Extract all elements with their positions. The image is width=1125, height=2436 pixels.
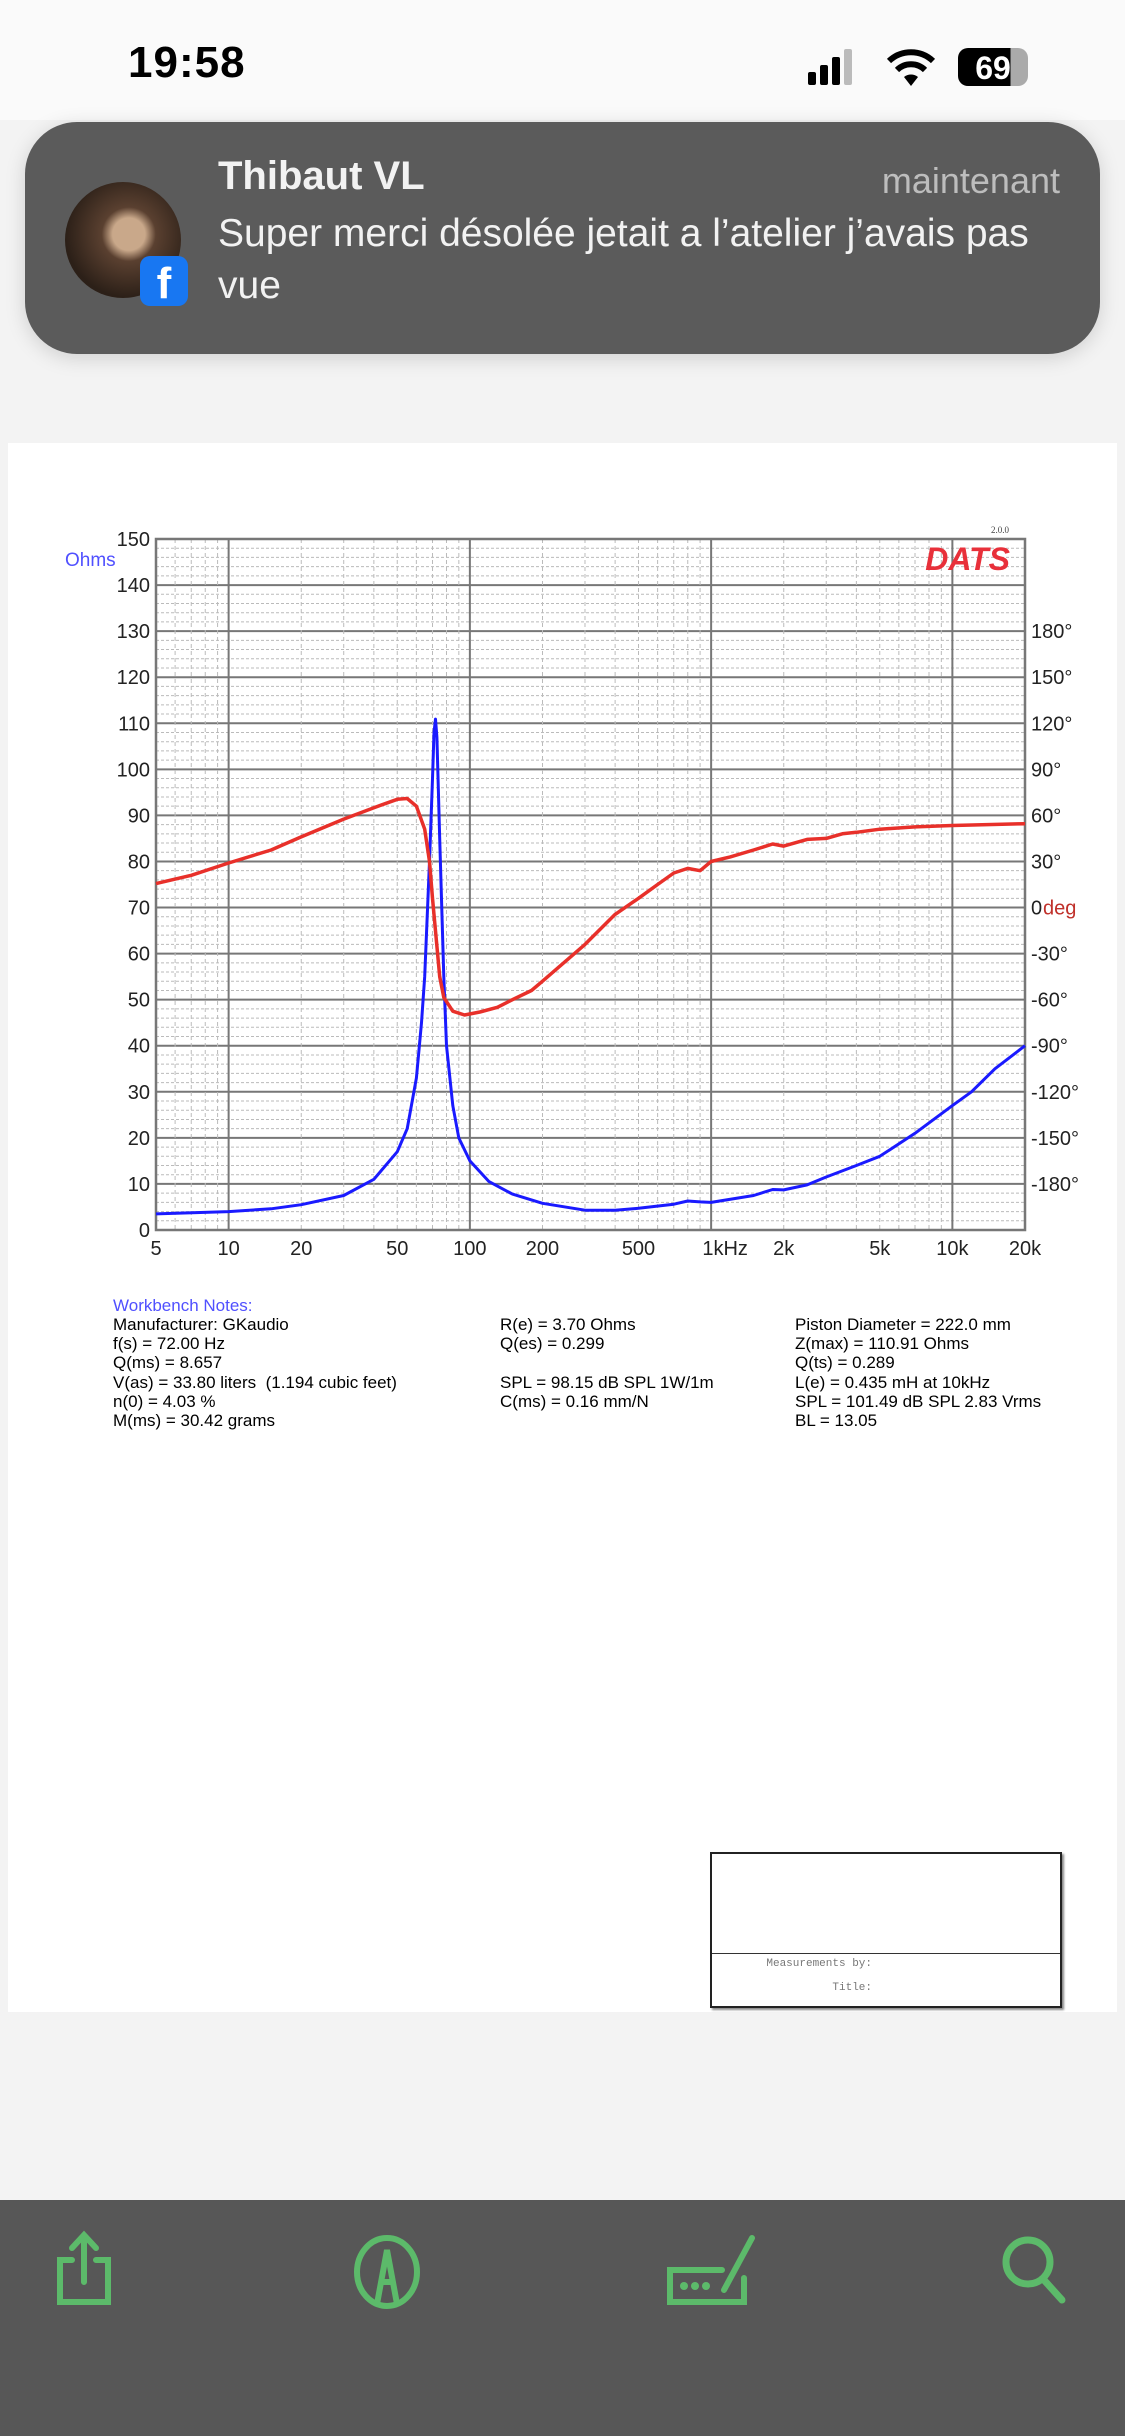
- signature-icon[interactable]: [662, 2230, 762, 2310]
- y-tick-label: 80: [128, 851, 150, 873]
- y-tick-label: 30: [128, 1082, 150, 1104]
- impedance-curve: [155, 717, 1026, 1216]
- x-tick-label: 50: [386, 1238, 408, 1260]
- x-tick-label: 20: [290, 1238, 312, 1260]
- y-tick-label: 10: [128, 1174, 150, 1196]
- y-tick-label: 130: [117, 621, 150, 643]
- y2-tick-label: 30°: [1031, 851, 1061, 873]
- note-line: R(e) = 3.70 Ohms: [500, 1315, 636, 1334]
- note-line: Q(es) = 0.299: [500, 1334, 605, 1354]
- title-block: Measurements by: Title:: [710, 1852, 1062, 2008]
- x-tick-label: 2k: [773, 1238, 795, 1260]
- note-line: SPL = 98.15 dB SPL 1W/1m: [500, 1372, 714, 1392]
- note-line: L(e) = 0.435 mH at 10kHz: [795, 1372, 991, 1392]
- markup-icon[interactable]: [352, 2230, 422, 2310]
- search-icon[interactable]: [1000, 2230, 1070, 2310]
- note-line: Q(ms) = 8.657: [113, 1353, 223, 1373]
- notes-column-2: R(e) = 3.70 Ohms Q(es) = 0.299 SPL = 98.1…: [500, 1315, 714, 1430]
- status-bar: 19:58 69: [0, 0, 1125, 120]
- x-tick-label: 5k: [869, 1238, 891, 1260]
- x-tick-label: 100: [453, 1238, 486, 1260]
- share-icon[interactable]: [50, 2230, 120, 2310]
- note-line: SPL = 101.49 dB SPL 2.83 Vrms: [795, 1391, 1042, 1411]
- status-time: 19:58: [128, 38, 246, 87]
- note-line: [500, 1411, 714, 1430]
- notification-sender: Thibaut VL: [218, 154, 425, 198]
- note-line: BL = 13.05: [795, 1411, 878, 1431]
- note-line: Q(ts) = 0.289: [795, 1353, 895, 1373]
- y2-tick-label: -60°: [1031, 990, 1068, 1012]
- version-label: 2.0.0: [991, 525, 1010, 535]
- note-line: Z(max) = 110.91 Ohms: [795, 1334, 969, 1354]
- x-tick-label: 200: [526, 1238, 559, 1260]
- y-tick-label: 110: [118, 713, 150, 735]
- y-tick-label: 20: [128, 1128, 150, 1150]
- y-tick-label: 70: [128, 898, 150, 920]
- y-tick-label: 150: [117, 529, 150, 551]
- notes-column-1: Manufacturer: GKaudio f(s) = 72.00 Hz Q(ms…: [113, 1315, 397, 1430]
- note-line: M(ms) = 30.42 grams: [113, 1411, 276, 1431]
- facebook-icon: f: [140, 256, 188, 308]
- y2-tick-label: -120°: [1031, 1082, 1079, 1104]
- y2-tick-label: -30°: [1031, 944, 1068, 966]
- notification-message: Super merci désolée jetait a l’atelier j…: [218, 212, 1029, 307]
- y2-tick-label: -180°: [1031, 1174, 1079, 1196]
- y-tick-label: 0: [139, 1220, 150, 1242]
- y2-tick-label: 0: [1031, 898, 1042, 920]
- wifi-icon: [886, 49, 936, 86]
- x-tick-label: 5: [150, 1238, 161, 1260]
- signal-icon: [808, 49, 852, 85]
- y2-tick-label: 90°: [1031, 759, 1061, 781]
- measurements-by-label: Measurements by:: [766, 1958, 872, 1970]
- y2-tick-label: 150°: [1031, 667, 1072, 689]
- title-block-divider: [712, 1953, 1060, 1954]
- battery-indicator: 69: [958, 48, 1028, 86]
- note-line: [500, 1353, 714, 1372]
- y-tick-label: 100: [117, 759, 150, 781]
- y-tick-label: 50: [128, 990, 150, 1012]
- note-line: Piston Diameter = 222.0 mm: [795, 1315, 1011, 1334]
- y2-tick-label: 180°: [1031, 621, 1072, 643]
- x-tick-label: 20k: [1009, 1238, 1042, 1260]
- x-tick-label: 10: [217, 1238, 239, 1260]
- title-label: Title:: [832, 1982, 872, 1994]
- y2-tick-label: -90°: [1031, 1036, 1068, 1058]
- y-axis-label: Ohms: [65, 550, 116, 571]
- y-tick-label: 40: [128, 1036, 150, 1058]
- note-line: V(as) = 33.80 liters (1.194 cubic feet): [113, 1372, 397, 1392]
- note-line: Manufacturer: GKaudio: [113, 1315, 289, 1334]
- x-tick-label: 1kHz: [702, 1238, 748, 1260]
- y-tick-label: 60: [128, 944, 150, 966]
- note-line: f(s) = 72.00 Hz: [113, 1334, 225, 1354]
- y2-tick-label: -150°: [1031, 1128, 1079, 1150]
- impedance-chart: 0102030405060708090100110120130140150180…: [65, 525, 1079, 1260]
- y2-tick-label: 120°: [1031, 713, 1072, 735]
- bottom-toolbar: [0, 2200, 1125, 2436]
- x-tick-label: 500: [622, 1238, 655, 1260]
- y-tick-label: 120: [117, 667, 150, 689]
- note-line: C(ms) = 0.16 mm/N: [500, 1391, 649, 1411]
- notes-heading: Workbench Notes:: [113, 1296, 253, 1315]
- plot-frame: [154, 537, 1027, 1232]
- x-tick-label: 10k: [936, 1238, 969, 1260]
- notification-time: maintenant: [881, 160, 1060, 201]
- dats-logo: DATS: [925, 541, 1010, 577]
- notes-column-3: Piston Diameter = 222.0 mm Z(max) = 110.9…: [795, 1315, 1041, 1430]
- y2-tick-label: 60°: [1031, 805, 1061, 827]
- note-line: n(0) = 4.03 %: [113, 1391, 216, 1411]
- y-tick-label: 140: [117, 575, 150, 597]
- phase-curve: [155, 796, 1026, 1017]
- notification-banner[interactable]: f Thibaut VL maintenant Super merci déso…: [25, 122, 1100, 354]
- y2-axis-label: deg: [1043, 898, 1076, 920]
- y-tick-label: 90: [128, 805, 150, 827]
